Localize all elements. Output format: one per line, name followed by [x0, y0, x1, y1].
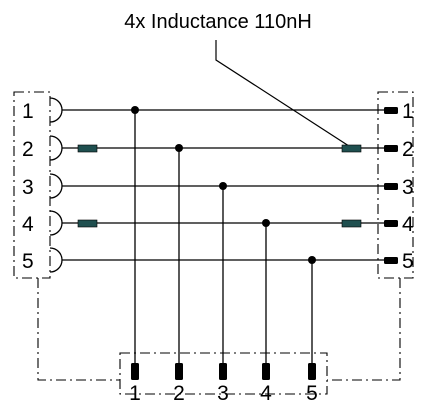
right-pin-label-5: 5: [402, 250, 414, 273]
bottom-pin-label-3: 3: [217, 382, 229, 405]
bottom-pin-label-1: 1: [129, 382, 141, 405]
right-pin-label-2: 2: [402, 138, 414, 161]
right-connector-link: [327, 278, 401, 381]
bottom-pin-label-5: 5: [306, 382, 318, 405]
junction-dot-2: [175, 144, 183, 152]
annotation-leader-line: [215, 40, 353, 149]
junction-dot-1: [131, 106, 139, 114]
left-pin-label-1: 1: [22, 100, 34, 123]
left-connector: 1 2 3 4 5: [22, 97, 63, 273]
right-connector-outline: [377, 91, 414, 279]
bottom-pin-contact-2: [175, 363, 183, 380]
left-pin-label-5: 5: [22, 250, 34, 273]
left-socket-3: [49, 173, 63, 199]
inductor-right-2: [341, 144, 362, 153]
left-pin-label-2: 2: [22, 138, 34, 161]
left-pin-label-4: 4: [22, 213, 34, 236]
bottom-pin-label-4: 4: [260, 382, 272, 405]
connector-outlines: [13, 91, 414, 395]
bottom-pin-label-2: 2: [173, 382, 185, 405]
left-socket-1: [49, 97, 63, 123]
right-pin-contact-2: [384, 145, 398, 152]
right-pin-contact-4: [384, 220, 398, 227]
left-socket-4: [49, 210, 63, 236]
annotation-label: 4x Inductance 110nH: [124, 11, 312, 33]
junction-dot-3: [219, 182, 227, 190]
bottom-connector: 1 2 3 4 5: [129, 363, 318, 405]
inductors: [77, 144, 362, 228]
right-pin-label-3: 3: [402, 176, 414, 199]
junction-dot-4: [262, 219, 270, 227]
bottom-pin-contact-5: [308, 363, 316, 380]
junction-dot-5: [308, 256, 316, 264]
inductor-right-4: [341, 219, 362, 228]
right-connector: 1 2 3 4 5: [384, 100, 414, 273]
bottom-pin-contact-1: [131, 363, 139, 380]
left-connector-outline: [13, 91, 51, 279]
bottom-pin-contact-4: [262, 363, 270, 380]
right-pin-label-4: 4: [402, 213, 414, 236]
right-pin-contact-5: [384, 257, 398, 264]
bottom-pin-contact-3: [219, 363, 227, 380]
right-pin-contact-1: [384, 107, 398, 114]
left-socket-5: [49, 247, 63, 273]
left-connector-link: [37, 278, 120, 381]
junctions: [131, 106, 316, 264]
vertical-wires: [134, 110, 313, 365]
horizontal-wires: [62, 109, 384, 261]
right-pin-contact-3: [384, 183, 398, 190]
inductor-left-2: [77, 144, 98, 153]
right-pin-label-1: 1: [402, 100, 414, 123]
inductor-left-4: [77, 219, 98, 228]
left-socket-2: [49, 135, 63, 161]
left-pin-label-3: 3: [22, 176, 34, 199]
